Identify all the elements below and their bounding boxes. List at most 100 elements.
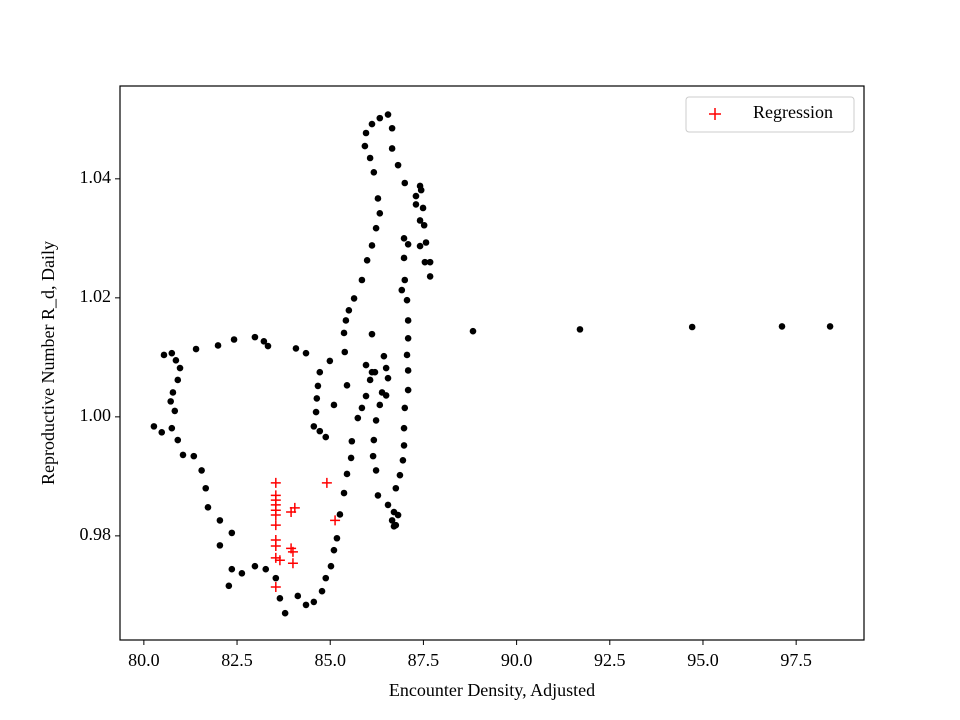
point — [150, 423, 158, 430]
point — [388, 517, 396, 524]
point — [688, 323, 696, 331]
point — [778, 323, 786, 330]
point — [421, 258, 429, 266]
point — [398, 286, 406, 294]
point — [422, 239, 430, 246]
point — [368, 242, 376, 249]
point — [380, 352, 388, 360]
point — [412, 192, 420, 200]
point — [327, 562, 335, 570]
point — [384, 374, 392, 382]
point — [179, 451, 187, 459]
plot-frame — [119, 85, 865, 641]
point — [158, 429, 166, 436]
point — [198, 467, 205, 474]
point — [326, 357, 334, 365]
y-tick-label: 1.04 — [80, 167, 112, 187]
point — [372, 467, 380, 474]
point — [270, 477, 281, 488]
point — [404, 335, 412, 342]
point — [390, 523, 398, 530]
point — [333, 534, 341, 542]
point — [426, 273, 434, 280]
point — [376, 401, 384, 409]
point — [270, 510, 281, 521]
point — [172, 357, 180, 364]
point — [384, 111, 392, 118]
point — [270, 540, 281, 551]
x-tick-label: 87.5 — [408, 650, 440, 670]
point — [376, 210, 384, 217]
point — [343, 470, 351, 478]
point — [270, 520, 281, 531]
point — [318, 587, 326, 595]
point — [376, 114, 384, 122]
point — [399, 456, 407, 464]
point — [368, 330, 376, 338]
point — [369, 452, 377, 460]
point — [230, 336, 238, 343]
point — [370, 436, 378, 444]
point — [251, 562, 259, 570]
point — [264, 342, 272, 350]
point — [216, 517, 224, 524]
point — [400, 442, 408, 449]
point — [403, 296, 411, 304]
point — [176, 364, 184, 372]
point — [294, 592, 302, 600]
point — [228, 529, 236, 537]
point — [342, 317, 350, 324]
point — [312, 408, 320, 416]
point — [168, 424, 176, 432]
point — [403, 351, 411, 359]
point — [416, 242, 424, 250]
point — [420, 221, 428, 229]
point — [404, 317, 412, 324]
point — [370, 168, 378, 176]
point — [171, 407, 179, 415]
point — [347, 454, 355, 462]
point — [378, 389, 386, 396]
point — [341, 348, 349, 356]
point — [310, 598, 318, 606]
point — [216, 542, 224, 549]
point — [390, 508, 398, 516]
point — [350, 295, 358, 302]
point — [262, 565, 270, 573]
x-tick-label: 97.5 — [780, 650, 812, 670]
point — [372, 224, 380, 232]
point — [270, 552, 281, 563]
x-tick-label: 85.0 — [314, 650, 346, 670]
point — [340, 329, 348, 337]
point — [330, 515, 341, 526]
point — [419, 204, 427, 212]
point — [404, 240, 412, 248]
point — [416, 217, 424, 224]
point — [313, 395, 321, 402]
point — [362, 361, 370, 369]
point — [322, 433, 330, 441]
point — [394, 161, 402, 169]
point — [361, 142, 369, 150]
point — [287, 558, 298, 569]
point — [374, 492, 382, 499]
legend-box — [685, 96, 855, 133]
x-tick-label: 82.5 — [221, 650, 253, 670]
point — [214, 342, 222, 349]
point — [400, 254, 408, 262]
point — [169, 389, 177, 396]
point — [348, 437, 356, 445]
point — [160, 351, 168, 359]
point — [368, 368, 376, 376]
point — [388, 145, 396, 152]
point — [202, 484, 210, 492]
point — [204, 504, 212, 511]
point — [238, 570, 246, 577]
point — [274, 555, 285, 566]
x-tick-label: 80.0 — [128, 650, 160, 670]
x-tick-label: 90.0 — [501, 650, 533, 670]
point — [426, 258, 434, 266]
x-axis-label: Encounter Density, Adjusted — [389, 680, 595, 700]
point — [404, 386, 412, 394]
point — [354, 414, 362, 422]
